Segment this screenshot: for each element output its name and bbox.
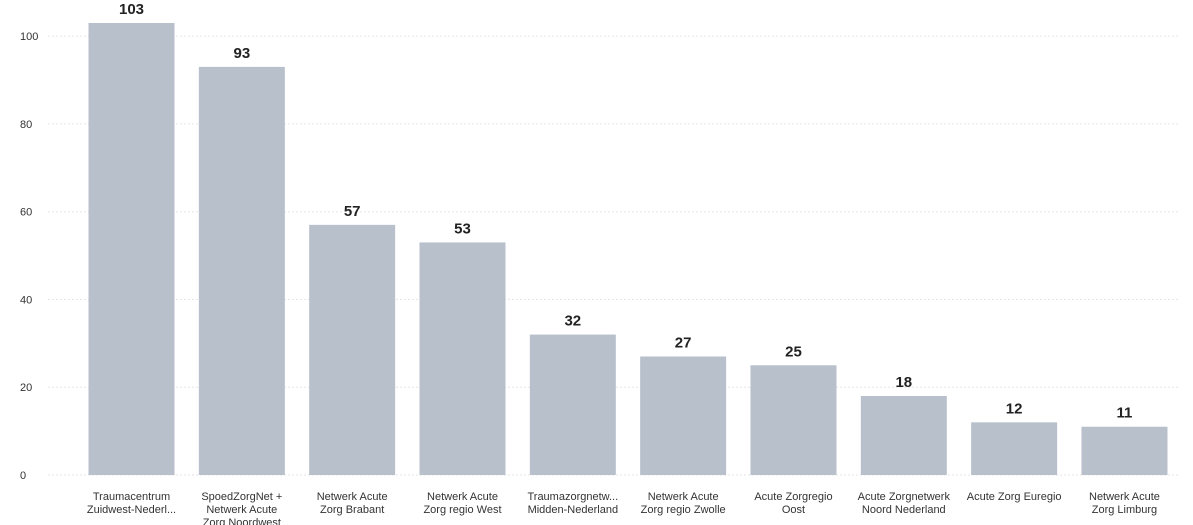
x-category-label: Acute Zorg Euregio xyxy=(967,491,1062,503)
bar-value-label: 57 xyxy=(344,203,361,220)
bar-value-label: 18 xyxy=(895,374,912,391)
bar[interactable] xyxy=(860,396,947,475)
bar-value-label: 25 xyxy=(785,343,802,360)
x-category-label-line: Traumacentrum xyxy=(93,491,170,503)
bar-value-label: 27 xyxy=(675,335,692,352)
bar-value-label: 53 xyxy=(454,220,471,237)
x-category-label-line: Traumazorgnetw... xyxy=(527,491,618,503)
bar[interactable] xyxy=(1081,426,1168,475)
bar-value-label: 93 xyxy=(233,45,250,62)
x-category-label-line: Zorg Brabant xyxy=(320,504,384,516)
x-category-label: Acute Zorgnetwerk Noord Nederland xyxy=(858,491,951,516)
category-labels: Traumacentrum Zuidwest-Nederl... SpoedZorg… xyxy=(87,491,1160,525)
x-category-label-line: Midden-Nederland xyxy=(528,504,619,516)
data-labels: 103 93 57 53 32 27 25 18 12 11 xyxy=(119,1,1132,422)
x-category-label-line: Zuidwest-Nederl... xyxy=(87,504,176,516)
x-category-label: Traumacentrum Zuidwest-Nederl... xyxy=(87,491,176,516)
x-category-label: Netwerk Acute Zorg Limburg xyxy=(1089,491,1160,516)
y-tick-label: 100 xyxy=(20,31,38,43)
x-category-label-line: Acute Zorgnetwerk xyxy=(858,491,951,503)
x-category-label-line: Netwerk Acute xyxy=(206,504,277,516)
bar-value-label: 103 xyxy=(119,1,144,18)
bar-value-label: 32 xyxy=(564,313,581,330)
x-category-label-line: Netwerk Acute xyxy=(1089,491,1160,503)
x-category-label-line: Noord Nederland xyxy=(862,504,946,516)
x-category-label: Netwerk Acute Zorg regio West xyxy=(423,491,501,516)
bar[interactable] xyxy=(971,422,1058,475)
x-category-label: Acute Zorgregio Oost xyxy=(754,491,832,516)
y-tick-label: 60 xyxy=(20,207,32,219)
bar-value-label: 11 xyxy=(1117,405,1133,422)
x-category-label-line: Zorg Limburg xyxy=(1092,504,1157,516)
bar[interactable] xyxy=(529,334,616,475)
y-tick-label: 0 xyxy=(20,470,26,482)
x-category-label-line: Oost xyxy=(782,504,805,516)
bar[interactable] xyxy=(640,356,727,475)
x-category-label-line: Acute Zorgregio xyxy=(754,491,832,503)
bar[interactable] xyxy=(750,365,837,475)
x-category-label-line: Netwerk Acute xyxy=(317,491,388,503)
x-category-label-line: Acute Zorg Euregio xyxy=(967,491,1062,503)
bars xyxy=(88,23,1168,476)
x-category-label-line: Zorg regio West xyxy=(423,504,501,516)
y-tick-label: 40 xyxy=(20,294,32,306)
y-tick-label: 20 xyxy=(20,382,32,394)
x-category-label-line: Zorg regio Zwolle xyxy=(641,504,726,516)
x-category-label-line: SpoedZorgNet + xyxy=(201,491,282,503)
x-category-label: Netwerk Acute Zorg regio Zwolle xyxy=(641,491,726,516)
bar[interactable] xyxy=(419,242,506,475)
x-category-label-line: Netwerk Acute xyxy=(427,491,498,503)
x-category-label-line: Netwerk Acute xyxy=(648,491,719,503)
bar[interactable] xyxy=(198,66,285,476)
bar-value-label: 12 xyxy=(1006,400,1023,417)
x-category-label: Traumazorgnetw... Midden-Nederland xyxy=(527,491,618,516)
x-category-label-line: Zorg Noordwest xyxy=(203,517,281,525)
bar[interactable] xyxy=(88,23,175,475)
y-tick-label: 80 xyxy=(20,119,32,131)
y-axis-ticks: 0 20 40 60 80 100 xyxy=(20,31,38,482)
x-category-label: Netwerk Acute Zorg Brabant xyxy=(317,491,388,516)
x-category-label: SpoedZorgNet + Netwerk Acute Zorg Noordwes… xyxy=(201,491,282,525)
bar[interactable] xyxy=(309,224,396,475)
